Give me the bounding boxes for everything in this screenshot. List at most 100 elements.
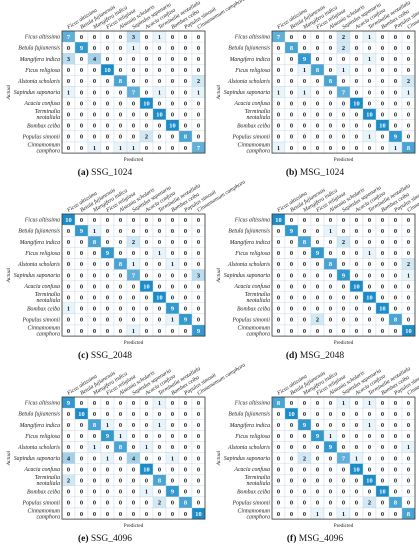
cell-value: 0 <box>119 111 122 118</box>
cell-value: 0 <box>171 100 174 107</box>
cell-value: 0 <box>80 239 83 246</box>
cell-value: 1 <box>303 89 306 96</box>
cell-value: 0 <box>171 217 174 224</box>
cell-value: 1 <box>158 89 161 96</box>
cell-value: 0 <box>93 411 96 418</box>
row-label-line: Populus simonii <box>21 317 60 323</box>
cell-value: 0 <box>145 433 148 440</box>
cell-value: 0 <box>93 261 96 268</box>
cell-value: 0 <box>394 433 397 440</box>
cell-value: 0 <box>316 306 319 313</box>
caption-name: MSG_4096 <box>299 534 343 544</box>
cell-value: 0 <box>80 89 83 96</box>
cell-value: 0 <box>290 317 293 324</box>
cell-value: 1 <box>93 444 96 451</box>
cell-value: 1 <box>106 422 109 429</box>
cell-value: 3 <box>67 56 70 63</box>
row-label: Ficus religiosa <box>234 68 270 74</box>
cell-value: 0 <box>158 306 161 313</box>
cell-value: 0 <box>158 328 161 335</box>
cell-value: 0 <box>106 283 109 290</box>
cell-value: 10 <box>65 217 71 224</box>
cell-value: 1 <box>132 261 135 268</box>
cell-value: 0 <box>106 477 109 484</box>
row-label-line: neotaliala <box>246 115 270 121</box>
cell-value: 0 <box>368 433 371 440</box>
cell-value: 0 <box>368 78 371 85</box>
cell-value: 0 <box>329 422 332 429</box>
confusion-matrix-chart: Ficus altissima Betula fujianensis Mangife… <box>2 0 208 183</box>
row-label-line: camphora <box>36 514 60 520</box>
cell-value: 0 <box>381 400 384 407</box>
cell-value: 0 <box>119 500 122 507</box>
cell-value: 0 <box>184 239 187 246</box>
cell-value: 0 <box>145 317 148 324</box>
cell-value: 0 <box>145 411 148 418</box>
row-label-line: neotaliala <box>36 481 60 487</box>
cell-value: 8 <box>290 45 293 52</box>
cell-value: 0 <box>132 306 135 313</box>
cell-value: 0 <box>145 261 148 268</box>
cell-value: 0 <box>184 455 187 462</box>
cell-value: 0 <box>67 283 70 290</box>
cell-value: 0 <box>119 400 122 407</box>
row-label: Betula fujianensis <box>228 45 270 52</box>
cell-value: 2 <box>197 78 200 85</box>
row-label: Ficus altissima <box>24 401 60 407</box>
cell-value: 0 <box>158 78 161 85</box>
cell-value: 0 <box>106 89 109 96</box>
cell-value: 0 <box>407 56 410 63</box>
cell-value: 0 <box>158 239 161 246</box>
cell-value: 1 <box>119 433 122 440</box>
cell-value: 0 <box>145 228 148 235</box>
cell-value: 2 <box>316 317 319 324</box>
cell-value: 0 <box>145 217 148 224</box>
cell-value: 0 <box>132 294 135 301</box>
cell-value: 0 <box>368 511 371 518</box>
cell-value: 0 <box>158 511 161 518</box>
cell-value: 0 <box>303 250 306 257</box>
cell-value: 2 <box>342 45 345 52</box>
cell-value: 1 <box>368 400 371 407</box>
cell-value: 0 <box>184 250 187 257</box>
cell-value: 0 <box>80 100 83 107</box>
cell-value: 0 <box>67 45 70 52</box>
cell-value: 1 <box>368 34 371 41</box>
cell-value: 0 <box>342 228 345 235</box>
cell-value: 0 <box>329 239 332 246</box>
x-axis-label: Predicted <box>334 340 354 346</box>
cell-value: 0 <box>290 217 293 224</box>
cell-value: 0 <box>381 261 384 268</box>
row-label-line: Bombax ceiba <box>27 123 60 129</box>
cell-value: 0 <box>184 511 187 518</box>
cell-value: 0 <box>119 239 122 246</box>
row-label: Terminalia neotaliala <box>245 109 270 121</box>
cell-value: 0 <box>342 250 345 257</box>
cell-value: 0 <box>381 455 384 462</box>
cell-value: 1 <box>368 56 371 63</box>
cell-value: 0 <box>342 261 345 268</box>
cell-value: 0 <box>67 272 70 279</box>
cell-value: 0 <box>368 67 371 74</box>
cell-value: 0 <box>184 328 187 335</box>
cell-value: 0 <box>329 250 332 257</box>
cell-value: 0 <box>106 78 109 85</box>
cell-value: 0 <box>80 500 83 507</box>
cell-value: 0 <box>368 89 371 96</box>
cell-value: 0 <box>277 250 280 257</box>
confusion-matrix-panel-ssg-2048: Ficus altissima Betula fujianensis Mangife… <box>2 183 208 366</box>
cell-value: 0 <box>381 45 384 52</box>
cell-value: 0 <box>106 489 109 496</box>
cell-value: 0 <box>407 45 410 52</box>
cell-value: 0 <box>407 294 410 301</box>
cell-value: 0 <box>171 422 174 429</box>
row-label: Acacia confusa <box>233 283 270 290</box>
caption-letter: (c) <box>78 351 89 361</box>
cell-value: 8 <box>394 500 397 507</box>
row-label-line: Acacia confusa <box>23 100 60 107</box>
cell-value: 10 <box>379 306 385 313</box>
cell-value: 0 <box>290 433 293 440</box>
cell-value: 0 <box>184 100 187 107</box>
cell-value: 0 <box>158 272 161 279</box>
cell-value: 0 <box>80 250 83 257</box>
